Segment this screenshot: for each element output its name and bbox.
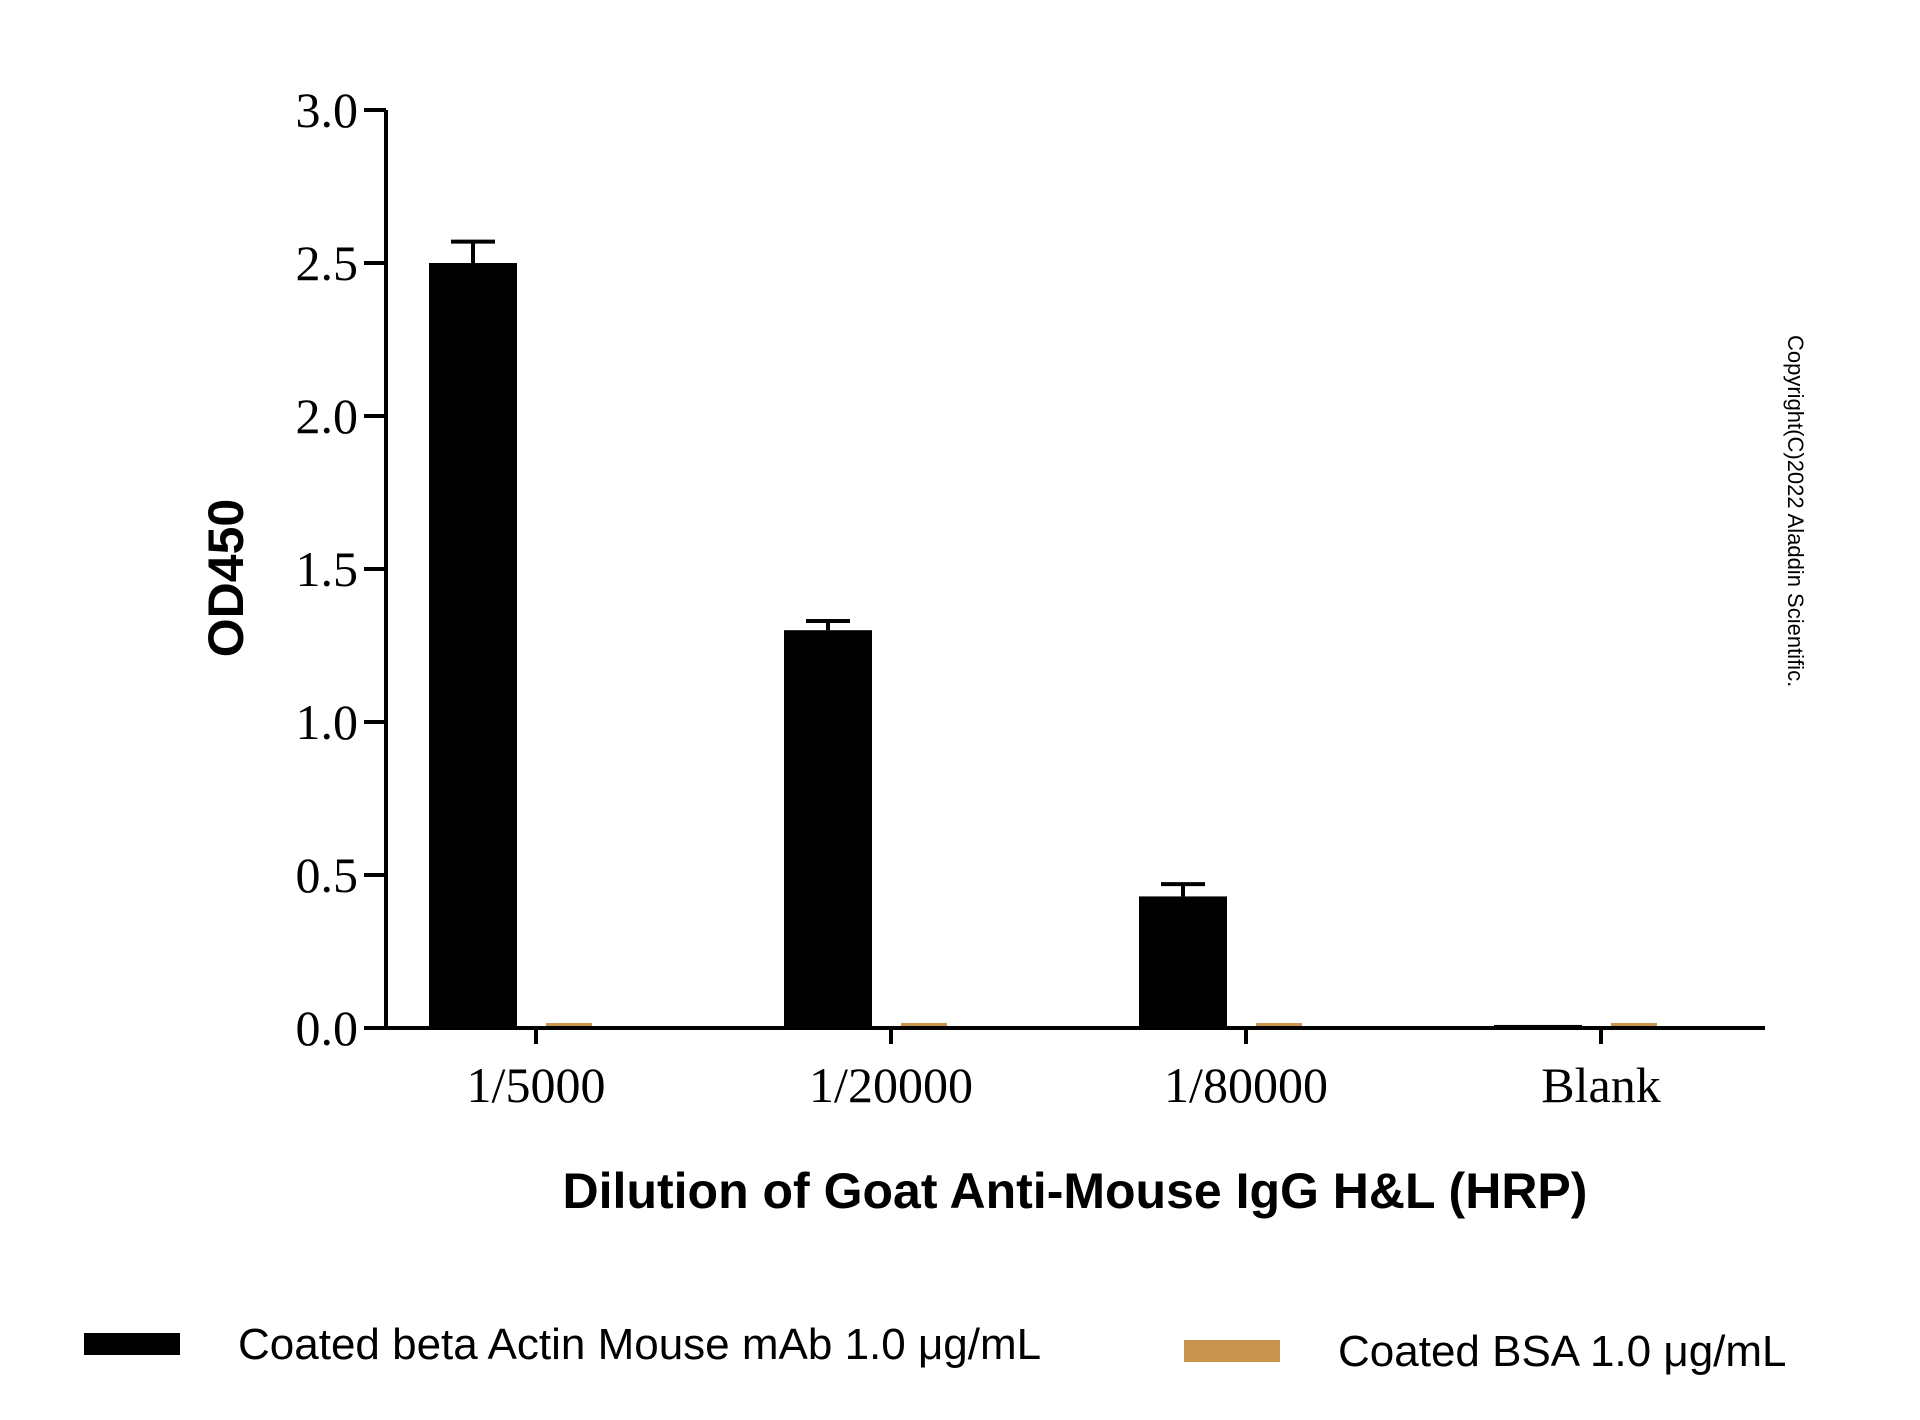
- bar: [1611, 1023, 1657, 1026]
- bar: [784, 630, 872, 1028]
- bar: [1256, 1023, 1302, 1026]
- y-tick-label: 1.5: [296, 541, 359, 597]
- bars: [429, 239, 1657, 1030]
- copyright-notice: Copyright(C)2022 Aladdin Scientific.: [1783, 335, 1808, 687]
- legend: Coated beta Actin Mouse mAb 1.0 μg/mL Coa…: [84, 1320, 1787, 1376]
- x-axis-title: Dilution of Goat Anti-Mouse IgG H&L (HRP…: [563, 1163, 1588, 1219]
- y-axis-ticks: 0.0 0.5 1.0 1.5 2.0 2.5 3.0: [296, 82, 386, 1056]
- bar: [429, 263, 517, 1028]
- x-tick-label: 1/80000: [1164, 1057, 1328, 1113]
- x-tick-label: Blank: [1541, 1057, 1660, 1113]
- legend-label: Coated BSA 1.0 μg/mL: [1338, 1327, 1787, 1376]
- legend-swatch: [84, 1333, 180, 1355]
- y-tick-label: 3.0: [296, 82, 359, 138]
- x-tick-label: 1/20000: [809, 1057, 973, 1113]
- bar: [1139, 896, 1227, 1028]
- x-axis-ticks: 1/5000 1/20000 1/80000 Blank: [467, 1028, 1661, 1113]
- y-tick-label: 0.5: [296, 847, 359, 903]
- y-tick-label: 2.0: [296, 388, 359, 444]
- y-tick-label: 2.5: [296, 235, 359, 291]
- x-tick-label: 1/5000: [467, 1057, 606, 1113]
- bar: [901, 1023, 947, 1026]
- legend-swatch: [1184, 1340, 1280, 1362]
- y-tick-label: 0.0: [296, 1000, 359, 1056]
- y-tick-label: 1.0: [296, 694, 359, 750]
- legend-label: Coated beta Actin Mouse mAb 1.0 μg/mL: [238, 1320, 1041, 1369]
- y-axis-title: OD450: [198, 499, 254, 657]
